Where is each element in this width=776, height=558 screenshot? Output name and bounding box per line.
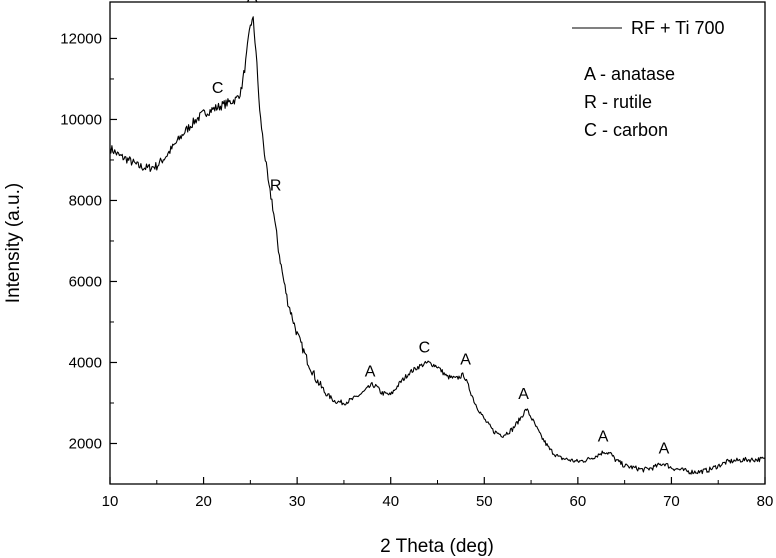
x-tick-label: 10 xyxy=(102,493,119,510)
legend-series-label: RF + Ti 700 xyxy=(631,18,725,38)
x-tick-label: 50 xyxy=(476,493,493,510)
legend-note-anatase: A - anatase xyxy=(584,64,675,84)
peak-label: A xyxy=(365,364,376,381)
y-tick-label: 10000 xyxy=(60,111,102,128)
x-axis-title: 2 Theta (deg) xyxy=(380,536,494,557)
x-tick-label: 20 xyxy=(195,493,212,510)
peak-label: C xyxy=(419,339,431,356)
legend-note-rutile: R - rutile xyxy=(584,92,652,112)
y-tick-label: 2000 xyxy=(69,435,102,452)
peak-label: A xyxy=(659,441,670,458)
x-tick-label: 40 xyxy=(382,493,399,510)
x-tick-label: 30 xyxy=(289,493,306,510)
x-tick-label: 80 xyxy=(757,493,774,510)
peak-annotations: C A R A C A A A A xyxy=(212,0,670,458)
series-line xyxy=(109,16,766,475)
legend: RF + Ti 700 A - anatase R - rutile C - c… xyxy=(572,18,725,140)
y-tick-label: 6000 xyxy=(69,273,102,290)
peak-label: A xyxy=(460,352,471,369)
peak-label: A xyxy=(518,386,529,403)
x-tick-label: 70 xyxy=(663,493,680,510)
y-axis: 2000 4000 6000 8000 10000 12000 xyxy=(60,30,117,485)
y-tick-label: 4000 xyxy=(69,354,102,371)
peak-label: A xyxy=(598,428,609,445)
peak-label: C xyxy=(212,80,224,97)
y-tick-label: 12000 xyxy=(60,30,102,47)
x-axis: 10 20 30 40 50 60 70 80 xyxy=(102,477,774,510)
peak-label: R xyxy=(270,177,282,194)
peak-label: A xyxy=(247,0,258,6)
y-axis-title: Intensity (a.u.) xyxy=(3,183,24,303)
y-tick-label: 8000 xyxy=(69,192,102,209)
x-tick-label: 60 xyxy=(570,493,587,510)
legend-note-carbon: C - carbon xyxy=(584,120,668,140)
